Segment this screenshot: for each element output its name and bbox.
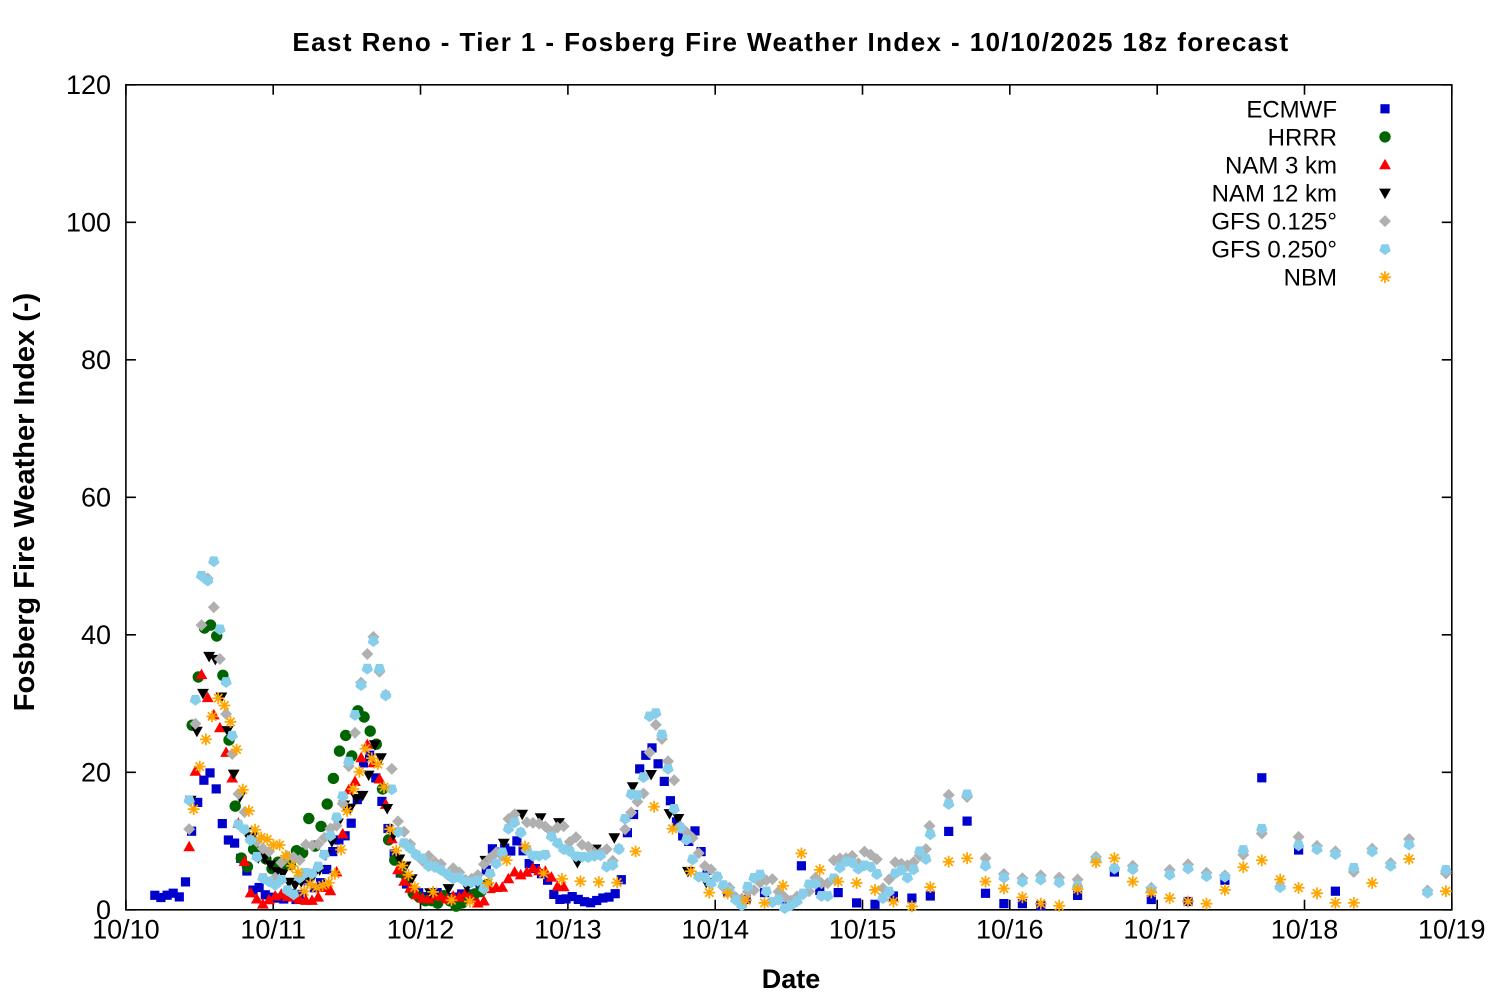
svg-text:10/10: 10/10 — [92, 915, 160, 945]
svg-text:0: 0 — [96, 895, 111, 925]
svg-text:10/13: 10/13 — [534, 915, 602, 945]
svg-text:NBM: NBM — [1284, 265, 1337, 292]
svg-text:10/14: 10/14 — [681, 915, 749, 945]
svg-text:10/19: 10/19 — [1418, 915, 1486, 945]
svg-text:60: 60 — [81, 483, 111, 513]
svg-text:HRRR: HRRR — [1268, 124, 1337, 151]
svg-text:40: 40 — [81, 620, 111, 650]
svg-text:Date: Date — [762, 964, 821, 994]
svg-text:20: 20 — [81, 758, 111, 788]
svg-text:10/15: 10/15 — [829, 915, 897, 945]
svg-text:120: 120 — [66, 70, 111, 100]
svg-text:10/17: 10/17 — [1123, 915, 1191, 945]
svg-text:10/18: 10/18 — [1271, 915, 1339, 945]
svg-text:Fosberg Fire Weather Index (-): Fosberg Fire Weather Index (-) — [9, 293, 41, 711]
svg-text:GFS 0.250°: GFS 0.250° — [1211, 237, 1337, 264]
svg-text:10/12: 10/12 — [387, 915, 455, 945]
svg-text:ECMWF: ECMWF — [1246, 96, 1337, 123]
svg-text:GFS 0.125°: GFS 0.125° — [1211, 209, 1337, 236]
svg-text:10/16: 10/16 — [976, 915, 1044, 945]
svg-text:80: 80 — [81, 345, 111, 375]
svg-text:NAM 3 km: NAM 3 km — [1225, 152, 1337, 179]
svg-text:10/11: 10/11 — [240, 915, 306, 945]
svg-text:100: 100 — [66, 208, 111, 238]
svg-text:NAM 12 km: NAM 12 km — [1212, 181, 1337, 208]
svg-text:East Reno - Tier 1 - Fosberg F: East Reno - Tier 1 - Fosberg Fire Weathe… — [292, 27, 1289, 57]
